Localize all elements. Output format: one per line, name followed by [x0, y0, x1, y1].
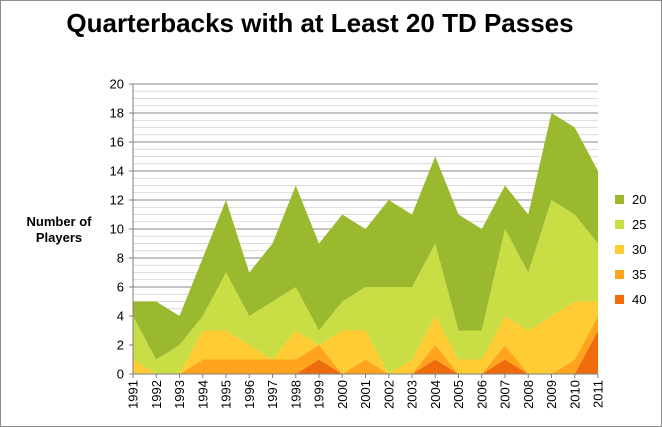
y-tick-label: 16 [110, 135, 124, 150]
legend-swatch-30 [615, 245, 624, 254]
x-tick-label: 2010 [567, 380, 582, 409]
y-tick-label: 4 [117, 309, 124, 324]
legend-label-30: 30 [632, 242, 646, 257]
x-tick-label: 1991 [126, 380, 141, 409]
y-axis-label: Number of Players [26, 214, 92, 245]
y-tick-labels: 0 2 4 6 8 10 12 14 16 18 20 [110, 77, 124, 382]
x-tick-label: 2008 [521, 380, 536, 409]
legend: 20 25 30 35 40 [615, 192, 646, 307]
area-series-30 [133, 301, 598, 374]
legend-swatch-40 [615, 295, 624, 304]
x-tick-label: 2000 [335, 380, 350, 409]
x-tick-label: 2007 [498, 380, 513, 409]
legend-label-20: 20 [632, 192, 646, 207]
area-series-20 [133, 113, 598, 360]
legend-label-40: 40 [632, 292, 646, 307]
x-tick-label: 2001 [358, 380, 373, 409]
y-tick-label: 0 [117, 367, 124, 382]
x-tick-label: 2006 [474, 380, 489, 409]
x-tick-label: 2009 [544, 380, 559, 409]
legend-swatch-20 [615, 195, 624, 204]
x-tick-label: 1992 [149, 380, 164, 409]
x-tick-label: 2002 [381, 380, 396, 409]
legend-label-35: 35 [632, 267, 646, 282]
x-tick-label: 1997 [265, 380, 280, 409]
y-tick-label: 20 [110, 77, 124, 92]
y-tick-label: 8 [117, 251, 124, 266]
chart-title: Quarterbacks with at Least 20 TD Passes [66, 8, 574, 38]
x-tick-label: 2004 [428, 380, 443, 409]
x-tick-labels: 1991 1992 1993 1994 1995 1996 1997 1998 1999 2000… [126, 380, 606, 409]
y-tick-label: 18 [110, 106, 124, 121]
y-tick-label: 10 [110, 222, 124, 237]
x-tick-label: 2005 [451, 380, 466, 409]
y-tick-label: 2 [117, 338, 124, 353]
x-tick-label: 1993 [172, 380, 187, 409]
x-tick-label: 1995 [219, 380, 234, 409]
area-series-group [133, 113, 598, 374]
x-tick-label: 2003 [405, 380, 420, 409]
x-tick-label: 1996 [242, 380, 257, 409]
legend-swatch-25 [615, 220, 624, 229]
y-tick-label: 14 [110, 164, 124, 179]
legend-label-25: 25 [632, 217, 646, 232]
y-tick-label: 6 [117, 280, 124, 295]
x-tick-label: 1998 [288, 380, 303, 409]
axes [129, 83, 599, 378]
y-tick-label: 12 [110, 193, 124, 208]
x-tick-label: 1994 [195, 380, 210, 409]
x-tick-label: 2011 [591, 380, 606, 408]
legend-swatch-35 [615, 270, 624, 279]
x-tick-label: 1999 [312, 380, 327, 409]
